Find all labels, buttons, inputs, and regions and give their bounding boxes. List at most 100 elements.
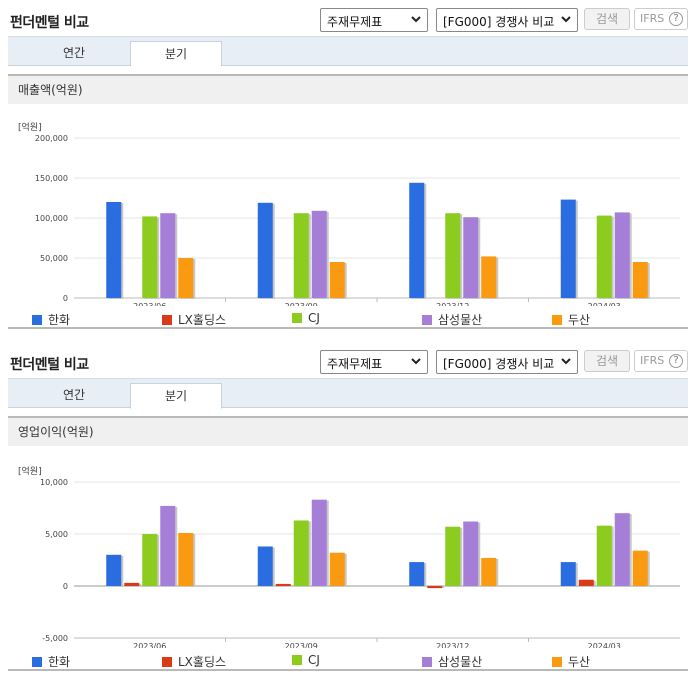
chart-area: [억원] -5,000 0 5,000 10,000 2023/06 2023/09 2023… xyxy=(8,446,688,651)
legend-swatch xyxy=(32,657,42,667)
help-icon[interactable]: ? xyxy=(669,354,683,368)
ifrs-label: IFRS xyxy=(640,12,665,25)
legend-item[interactable]: 두산 xyxy=(552,311,590,328)
peer-group-select[interactable]: [FG000] 경쟁사 비교 xyxy=(436,350,578,374)
revenue-chart: [억원] 0 50,000 100,000 150,000 200,000 2023/06 2… xyxy=(18,121,680,311)
y-tick-label: 5,000 xyxy=(45,530,68,539)
legend-item[interactable]: 두산 xyxy=(552,653,590,670)
chart-title: 영업이익(억원) xyxy=(8,416,688,446)
section-title: 펀더멘털 비교 xyxy=(10,357,89,373)
x-tick-label: 2023/09 xyxy=(285,302,318,306)
y-tick-label: 50,000 xyxy=(40,254,68,263)
bar[interactable] xyxy=(481,557,497,586)
search-button[interactable]: 검색 xyxy=(584,8,630,30)
operating-profit-chart: [억원] -5,000 0 5,000 10,000 2023/06 2023/09 2023… xyxy=(18,465,680,651)
y-tick-label: -5,000 xyxy=(42,634,68,643)
bar[interactable] xyxy=(632,550,648,586)
bar[interactable] xyxy=(311,499,327,586)
legend-label: 삼성물산 xyxy=(438,313,483,327)
legend-item[interactable]: 삼성물산 xyxy=(422,653,482,670)
bar[interactable] xyxy=(257,546,273,586)
chevron-down-icon xyxy=(411,358,421,365)
bar[interactable] xyxy=(463,217,479,298)
statement-type-select[interactable]: 주재무제표 xyxy=(320,8,428,32)
legend-label: CJ xyxy=(308,653,320,667)
bar[interactable] xyxy=(106,202,122,298)
period-tabs: 연간 분기 xyxy=(8,378,688,409)
bar[interactable] xyxy=(614,513,630,586)
x-tick-label: 2024/03 xyxy=(588,302,621,306)
bar[interactable] xyxy=(445,213,461,298)
y-tick-label: 200,000 xyxy=(35,134,68,143)
bar[interactable] xyxy=(463,521,479,586)
y-tick-label: 0 xyxy=(63,294,68,303)
legend-label: 두산 xyxy=(568,313,591,327)
bar[interactable] xyxy=(409,562,425,586)
bar[interactable] xyxy=(481,256,497,298)
chart-legend: 한화 LX홀딩스 CJ 삼성물산 두산 xyxy=(8,309,688,329)
bar[interactable] xyxy=(409,182,425,298)
bar[interactable] xyxy=(178,532,194,586)
legend-item[interactable]: CJ xyxy=(292,653,320,667)
bar[interactable] xyxy=(560,199,576,298)
bar[interactable] xyxy=(293,213,309,298)
bar[interactable] xyxy=(329,552,345,586)
legend-item[interactable]: 한화 xyxy=(32,311,70,328)
bar[interactable] xyxy=(329,262,345,298)
chart-title: 매출액(억원) xyxy=(8,74,688,104)
bar[interactable] xyxy=(578,579,594,586)
x-tick-label: 2024/03 xyxy=(588,642,621,648)
period-tabs: 연간 분기 xyxy=(8,36,688,67)
x-tick-label: 2023/09 xyxy=(285,642,318,648)
legend-swatch xyxy=(552,657,562,667)
legend-item[interactable]: CJ xyxy=(292,311,320,325)
bar[interactable] xyxy=(445,526,461,586)
bar[interactable] xyxy=(596,525,612,586)
bar[interactable] xyxy=(275,583,291,586)
chevron-down-icon xyxy=(561,358,571,365)
x-tick-label: 2023/06 xyxy=(133,302,166,306)
legend-item[interactable]: LX홀딩스 xyxy=(162,653,226,670)
bar[interactable] xyxy=(614,212,630,298)
bar[interactable] xyxy=(178,258,194,298)
section-title: 펀더멘털 비교 xyxy=(10,15,89,31)
tab-quarterly[interactable]: 분기 xyxy=(130,383,222,409)
legend-swatch xyxy=(552,315,562,325)
tab-quarterly[interactable]: 분기 xyxy=(130,41,222,67)
chevron-down-icon xyxy=(411,16,421,23)
tab-annual[interactable]: 연간 xyxy=(62,46,86,60)
legend-item[interactable]: 한화 xyxy=(32,653,70,670)
peer-group-select[interactable]: [FG000] 경쟁사 비교 xyxy=(436,8,578,32)
help-icon[interactable]: ? xyxy=(669,12,683,26)
ifrs-button[interactable]: IFRS ? xyxy=(634,350,688,372)
legend-item[interactable]: 삼성물산 xyxy=(422,311,482,328)
bar[interactable] xyxy=(160,213,176,298)
legend-label: 삼성물산 xyxy=(438,655,483,669)
unit-label: [억원] xyxy=(18,121,42,133)
bar[interactable] xyxy=(142,534,158,586)
bar[interactable] xyxy=(596,215,612,298)
chevron-down-icon xyxy=(561,16,571,23)
legend-label: LX홀딩스 xyxy=(178,655,227,669)
ifrs-button[interactable]: IFRS ? xyxy=(634,8,688,30)
bar[interactable] xyxy=(257,202,273,298)
search-button[interactable]: 검색 xyxy=(584,350,630,372)
fundamental-section-operating-profit: 펀더멘털 비교 주재무제표 [FG000] 경쟁사 비교 검색 IFRS ? 연… xyxy=(0,342,696,671)
legend-swatch xyxy=(32,315,42,325)
bar[interactable] xyxy=(160,505,176,586)
legend-item[interactable]: LX홀딩스 xyxy=(162,311,226,328)
bar[interactable] xyxy=(106,554,122,586)
legend-label: 한화 xyxy=(48,655,71,669)
bar[interactable] xyxy=(311,210,327,298)
bar[interactable] xyxy=(124,582,140,586)
bar[interactable] xyxy=(142,216,158,298)
statement-type-select[interactable]: 주재무제표 xyxy=(320,350,428,374)
legend-label: 한화 xyxy=(48,313,71,327)
tab-annual[interactable]: 연간 xyxy=(62,388,86,402)
bar[interactable] xyxy=(632,262,648,298)
statement-type-value: 주재무제표 xyxy=(327,15,383,29)
bar[interactable] xyxy=(560,562,576,586)
legend-swatch xyxy=(162,657,172,667)
bar[interactable] xyxy=(293,520,309,586)
bar[interactable] xyxy=(427,586,443,589)
